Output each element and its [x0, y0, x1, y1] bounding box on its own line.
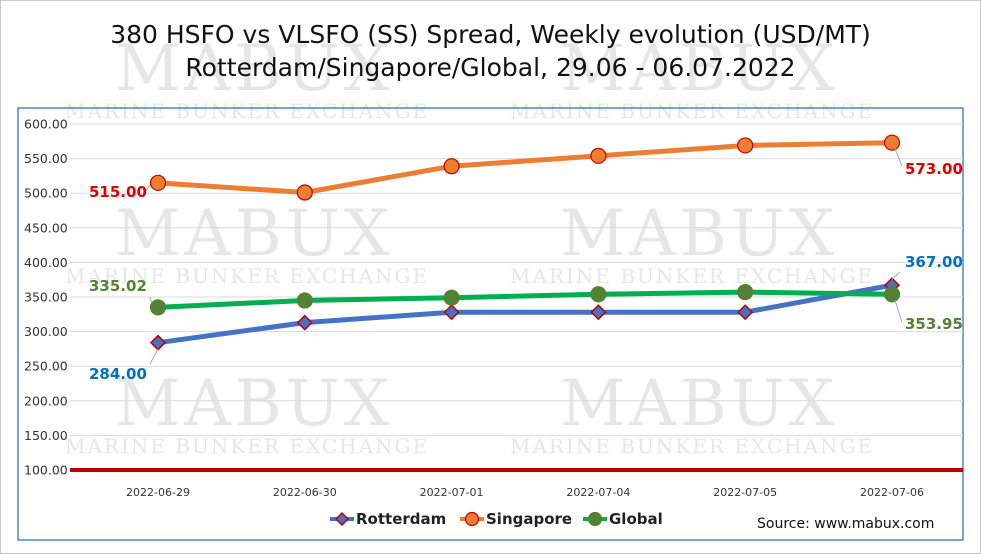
x-tick-label: 2022-06-30 [273, 486, 337, 499]
legend-label: Global [609, 510, 663, 528]
y-tick-label: 100.00 [24, 463, 68, 478]
y-tick-label: 300.00 [24, 324, 68, 339]
watermark-brand: MABUX [560, 32, 838, 106]
y-tick-label: 150.00 [24, 428, 68, 443]
data-point-marker [737, 304, 754, 321]
label-leader-line [894, 148, 903, 167]
gridlines [70, 123, 963, 436]
series-singapore [149, 134, 901, 201]
y-tick-label: 500.00 [24, 186, 68, 201]
series-line [157, 289, 893, 310]
data-point-marker [737, 137, 754, 154]
source-text: Source: www.mabux.com [757, 516, 935, 532]
y-axis: 600.00 550.00 500.00 450.00 400.00 350.00 300.… [24, 117, 68, 478]
data-point-marker [737, 284, 754, 301]
chart-title-line2: Rotterdam/Singapore/Global, 29.06 - 06.0… [185, 53, 796, 82]
legend[interactable]: Rotterdam Singapore Global [330, 510, 663, 528]
y-tick-label: 400.00 [24, 255, 68, 270]
data-point-marker [149, 174, 167, 191]
y-tick-label: 550.00 [24, 151, 68, 166]
data-label: 284.00 [89, 365, 147, 383]
watermark-tagline: MARINE BUNKER EXCHANGE [65, 99, 429, 123]
data-labels: 284.00 367.00 515.00 573.00 335.02 353.95 [89, 148, 963, 383]
data-label: 573.00 [905, 160, 963, 178]
data-point-marker [590, 286, 607, 303]
watermark-brand: MABUX [115, 197, 393, 271]
watermark-tagline: MARINE BUNKER EXCHANGE [510, 99, 874, 123]
legend-label: Singapore [486, 510, 572, 528]
label-leader-line [891, 271, 901, 280]
chart-title-line1: 380 HSFO vs VLSFO (SS) Spread, Weekly ev… [110, 20, 871, 49]
data-point-marker [883, 286, 901, 303]
data-point-marker [149, 334, 167, 351]
y-tick-label: 200.00 [24, 393, 68, 408]
watermark-tagline: MARINE BUNKER EXCHANGE [510, 264, 874, 288]
watermark-brand: MABUX [115, 367, 393, 441]
watermark-brand: MABUX [560, 367, 838, 441]
series-line [157, 282, 893, 346]
data-point-marker [590, 304, 607, 321]
watermark-tagline: MARINE BUNKER EXCHANGE [510, 434, 874, 458]
label-leader-line [894, 300, 903, 323]
y-tick-label: 250.00 [24, 359, 68, 374]
watermark-tagline: MARINE BUNKER EXCHANGE [65, 264, 429, 288]
data-label: 515.00 [89, 183, 147, 201]
series-global [149, 284, 901, 316]
data-point-marker [296, 184, 313, 201]
data-point-marker [443, 158, 460, 175]
plot-area-border [17, 107, 964, 541]
watermark-brand: MABUX [560, 197, 838, 271]
label-leader-line [149, 296, 153, 304]
data-label: 335.02 [89, 277, 147, 295]
data-point-marker [334, 511, 350, 527]
data-label: 367.00 [905, 253, 963, 271]
data-point-marker [443, 289, 460, 306]
x-tick-label: 2022-07-05 [713, 486, 777, 499]
chart-title: 380 HSFO vs VLSFO (SS) Spread, Weekly ev… [0, 18, 981, 84]
data-point-marker [296, 314, 313, 331]
label-leader-line [145, 184, 151, 192]
data-point-marker [883, 134, 901, 151]
x-tick-label: 2022-07-04 [566, 486, 630, 499]
label-leader-line [149, 348, 159, 365]
x-axis: 2022-06-29 2022-06-30 2022-07-01 2022-07-04… [126, 486, 924, 499]
watermark-brand: MABUX [115, 32, 393, 106]
y-tick-label: 600.00 [24, 117, 68, 132]
watermark-tagline: MARINE BUNKER EXCHANGE [65, 434, 429, 458]
data-point-marker [443, 304, 460, 321]
legend-item-singapore[interactable]: Singapore [460, 510, 572, 528]
legend-label: Rotterdam [356, 510, 446, 528]
x-tick-label: 2022-07-06 [860, 486, 924, 499]
y-tick-label: 350.00 [24, 290, 68, 305]
x-tick-label: 2022-06-29 [126, 486, 190, 499]
data-point-marker [587, 511, 603, 527]
data-label: 353.95 [905, 315, 963, 333]
data-point-marker [149, 299, 167, 316]
data-point-marker [296, 292, 313, 309]
legend-item-global[interactable]: Global [583, 510, 663, 528]
series-line [157, 140, 893, 196]
series [149, 134, 901, 351]
data-point-marker [590, 147, 607, 164]
series-rotterdam [149, 277, 901, 351]
y-tick-label: 450.00 [24, 220, 68, 235]
data-point-marker [464, 511, 480, 527]
legend-item-rotterdam[interactable]: Rotterdam [330, 510, 446, 528]
x-tick-label: 2022-07-01 [420, 486, 484, 499]
